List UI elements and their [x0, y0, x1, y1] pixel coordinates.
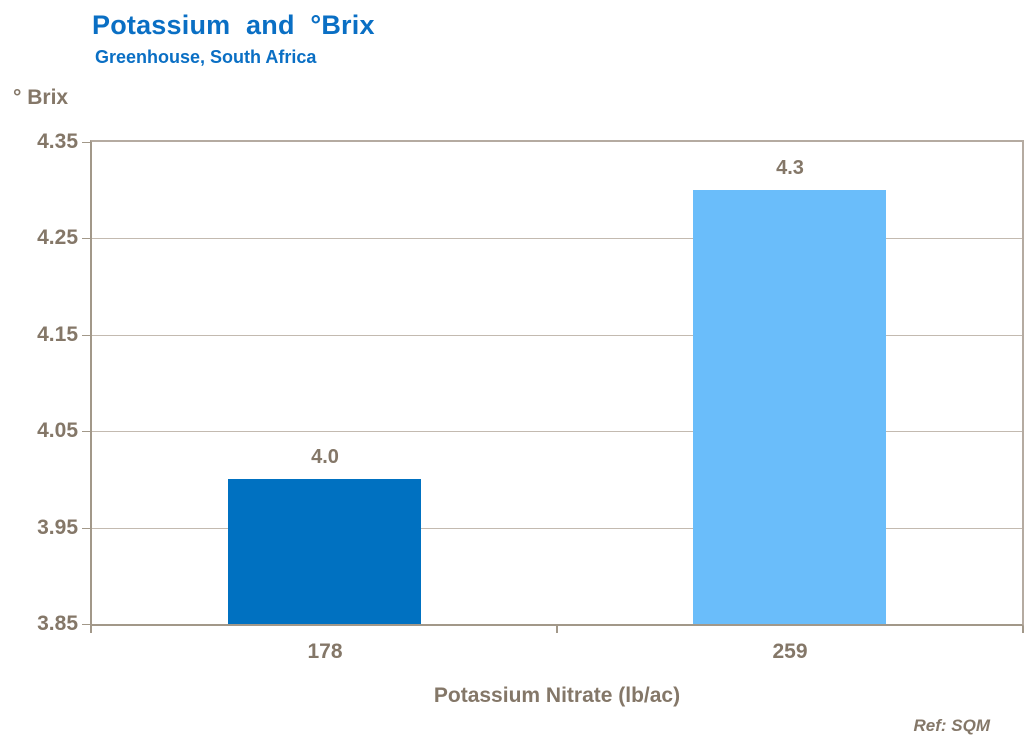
y-tick-label: 4.25	[37, 226, 78, 249]
y-tick-mark	[82, 528, 90, 529]
y-axis-title: ° Brix	[13, 86, 69, 109]
y-tick-label: 4.05	[37, 419, 78, 442]
x-axis-title: Potassium Nitrate (lb/ac)	[433, 684, 681, 707]
y-tick-mark	[82, 624, 90, 625]
reference-note: Ref: SQM	[913, 716, 991, 735]
y-tick-label: 3.95	[37, 516, 78, 539]
bar-value-label: 4.3	[776, 157, 804, 179]
x-tick-mark	[90, 626, 92, 633]
y-tick-mark	[82, 142, 90, 143]
chart-subtitle: Greenhouse, South Africa	[95, 47, 317, 67]
bar-178	[228, 479, 421, 624]
y-gridline	[92, 528, 1022, 529]
chart-title: Potassium and °Brix	[92, 10, 375, 40]
y-tick-mark	[82, 431, 90, 432]
x-tick-mark	[1022, 626, 1024, 633]
plot-area: 4.0 4.3	[90, 140, 1024, 626]
y-gridline	[92, 238, 1022, 239]
x-category-label: 259	[772, 640, 808, 663]
bar-value-label: 4.0	[311, 446, 339, 468]
x-tick-mark	[556, 626, 558, 633]
y-tick-mark	[82, 238, 90, 239]
y-gridline	[92, 335, 1022, 336]
x-category-label: 178	[307, 640, 343, 663]
y-tick-label: 4.35	[37, 130, 78, 153]
y-tick-label: 4.15	[37, 323, 78, 346]
y-gridline	[92, 431, 1022, 432]
bar-259	[693, 190, 886, 624]
y-tick-label: 3.85	[37, 612, 78, 635]
y-tick-mark	[82, 335, 90, 336]
